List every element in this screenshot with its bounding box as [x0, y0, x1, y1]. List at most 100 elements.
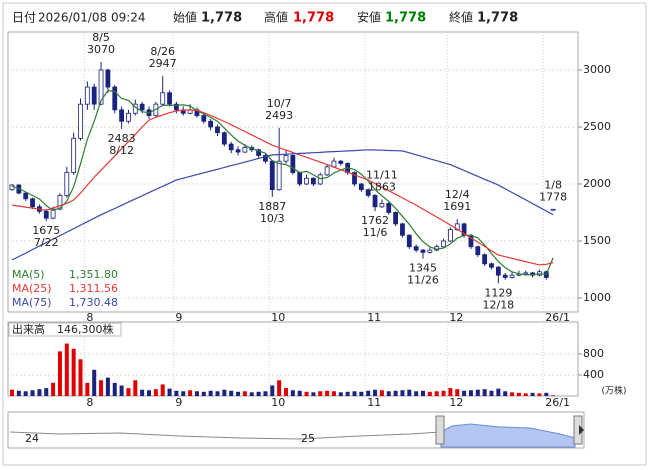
volume-bar	[297, 390, 302, 396]
annotation-price: 2483	[108, 132, 136, 145]
header-value: 2026/01/08 09:24	[38, 11, 146, 25]
x-tick-label: 10	[271, 311, 285, 324]
candle-body	[290, 155, 296, 173]
annotation-price: 1691	[443, 200, 471, 213]
volume-bar	[379, 390, 384, 396]
volume-bar	[112, 382, 117, 396]
x-tick-label: 11	[367, 311, 381, 324]
volume-bar	[147, 390, 151, 396]
volume-bar	[85, 382, 90, 396]
volume-bar	[194, 391, 199, 396]
x-tick-label: 11	[367, 396, 381, 409]
volume-bar	[482, 389, 487, 396]
x-tick-label: 12	[449, 396, 463, 409]
volume-bar	[181, 391, 186, 396]
candle-body	[160, 92, 166, 105]
candle-body	[523, 272, 529, 275]
candle-body	[550, 208, 556, 211]
volume-bar	[393, 390, 398, 396]
volume-bar	[400, 390, 405, 396]
annotation-price: 2493	[265, 109, 293, 122]
volume-bar	[30, 390, 35, 396]
legend-value: 1,730.48	[69, 296, 118, 309]
volume-bar	[215, 391, 220, 396]
volume-title: 出来高	[12, 322, 45, 336]
candle-body	[406, 234, 412, 248]
candle-body	[475, 246, 481, 256]
candle-body	[372, 194, 378, 208]
volume-bar	[386, 391, 391, 396]
volume-bar	[427, 391, 432, 396]
volume-bar	[140, 389, 145, 396]
x-tick-label: 9	[175, 396, 182, 409]
ma-line	[11, 109, 554, 266]
candle-body	[71, 137, 77, 173]
candle-body	[502, 274, 508, 278]
candle-body	[400, 223, 405, 236]
ma-line	[11, 89, 554, 276]
y-tick-label: 1000	[583, 291, 611, 304]
candle-body	[413, 246, 419, 251]
volume-bar	[352, 391, 357, 396]
annotation-date: 11/26	[407, 274, 439, 287]
candle-body	[310, 177, 316, 185]
candle-body	[269, 160, 275, 191]
volume-bar	[537, 393, 542, 396]
volume-bar	[523, 393, 528, 396]
volume-bar	[92, 369, 97, 396]
volume-bar	[222, 389, 227, 396]
legend-name: MA(5)	[12, 268, 45, 281]
candle-body	[78, 103, 83, 139]
annotation-date: 10/7	[267, 97, 292, 110]
navigator-handle-left[interactable]	[435, 415, 445, 445]
annotation-date: 11/6	[363, 226, 388, 239]
annotation-date: 1/8	[544, 178, 562, 191]
annotation-date: 8/26	[150, 45, 175, 58]
candle-body	[50, 208, 56, 219]
volume-unit: (万株)	[601, 385, 626, 397]
x-tick-label: 12	[449, 311, 463, 324]
legend-name: MA(75)	[12, 296, 52, 309]
candle-body	[304, 177, 309, 185]
header-label: 始値	[173, 10, 197, 25]
x-tick-label: 26/1	[545, 311, 570, 324]
volume-bar	[57, 351, 62, 396]
volume-bar	[441, 390, 446, 396]
volume-bar	[174, 390, 179, 396]
candle-body	[386, 202, 392, 213]
header-label: 安値	[357, 10, 381, 25]
volume-bar	[311, 392, 316, 396]
volume-bar	[475, 389, 480, 396]
volume-bar	[242, 391, 247, 396]
candle-body	[167, 92, 172, 105]
volume-bar	[304, 391, 309, 396]
candle-body	[365, 189, 371, 196]
volume-bar	[496, 388, 501, 396]
navigator-arrow	[579, 425, 584, 435]
volume-bar	[462, 390, 467, 396]
annotation-date: 11/11	[366, 169, 398, 182]
volume-bar	[167, 388, 172, 396]
candle-body	[393, 212, 399, 225]
volume-bar	[229, 390, 234, 396]
volume-bar	[236, 391, 241, 396]
volume-bar	[256, 391, 261, 396]
annotation-price: 1345	[409, 262, 437, 275]
volume-bar	[414, 391, 419, 396]
candle-body	[358, 183, 364, 191]
header-value: 1,778	[477, 11, 518, 26]
volume-bar	[551, 395, 556, 396]
volume-bar	[71, 348, 76, 396]
legend-value: 1,351.80	[69, 268, 118, 281]
volume-bar	[270, 385, 275, 396]
y-tick-label: 2500	[583, 120, 611, 133]
annotation-price: 3070	[87, 43, 115, 56]
volume-bar	[544, 392, 549, 396]
candle-body	[201, 115, 207, 122]
volume-bar	[263, 391, 268, 396]
x-tick-label: 9	[175, 311, 182, 324]
volume-bar	[105, 377, 110, 396]
candle-body	[119, 109, 124, 122]
header-value: 1,778	[385, 11, 426, 26]
